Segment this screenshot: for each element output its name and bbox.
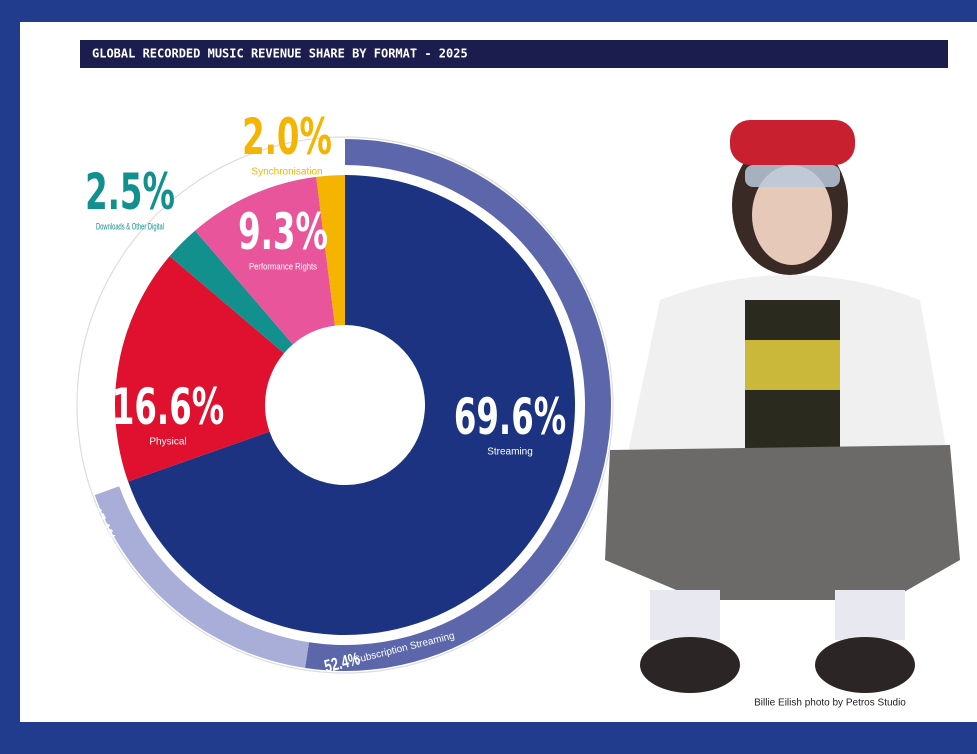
chart-title: GLOBAL RECORDED MUSIC REVENUE SHARE BY F… (92, 47, 468, 61)
infographic: GLOBAL RECORDED MUSIC REVENUE SHARE BY F… (0, 0, 977, 749)
category-label: Synchronisation (251, 167, 322, 178)
value-label: 2.0% (242, 109, 332, 166)
category-label: Downloads & Other Digital (96, 222, 164, 233)
category-label: Physical (149, 437, 186, 448)
value-label: 69.6% (454, 389, 566, 446)
photo-credit: Billie Eilish photo by Petros Studio (754, 698, 906, 709)
value-label: 16.6% (112, 379, 224, 436)
value-label: 2.5% (85, 164, 175, 221)
category-label: Streaming (487, 447, 533, 458)
value-label: 9.3% (238, 204, 328, 261)
category-label: Performance Rights (249, 262, 317, 273)
